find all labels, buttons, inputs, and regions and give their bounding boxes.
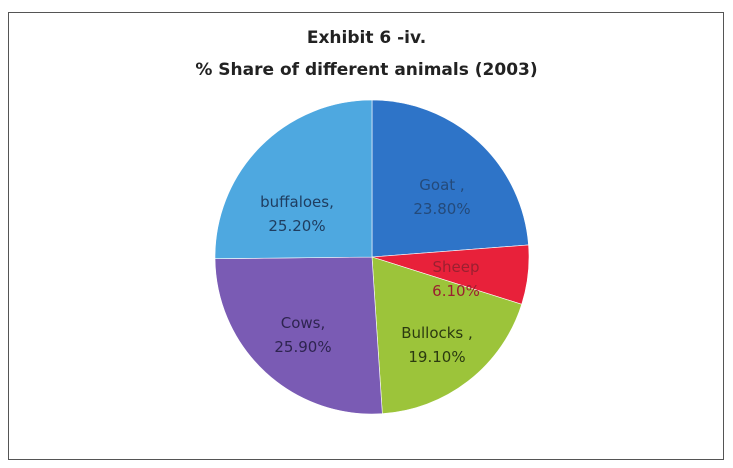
- slice-label-buffaloes: buffaloes, 25.20%: [260, 193, 334, 235]
- slice-label-goat: Goat , 23.80%: [413, 176, 470, 218]
- chart-subtitle: % Share of different animals (2003): [195, 60, 538, 80]
- pie-slice-bullocks: [371, 256, 523, 414]
- slice-label-bullocks: Bullocks , 19.10%: [401, 324, 473, 366]
- slice-label-cows: Cows, 25.90%: [274, 314, 331, 356]
- pie-slice-buffaloes: [214, 99, 373, 260]
- pie-slice-cows: [214, 256, 383, 415]
- pie-slice-goat: [371, 99, 529, 258]
- slice-label-sheep: Sheep 6.10%: [432, 258, 480, 300]
- chart-title: Exhibit 6 -iv.: [306, 28, 427, 48]
